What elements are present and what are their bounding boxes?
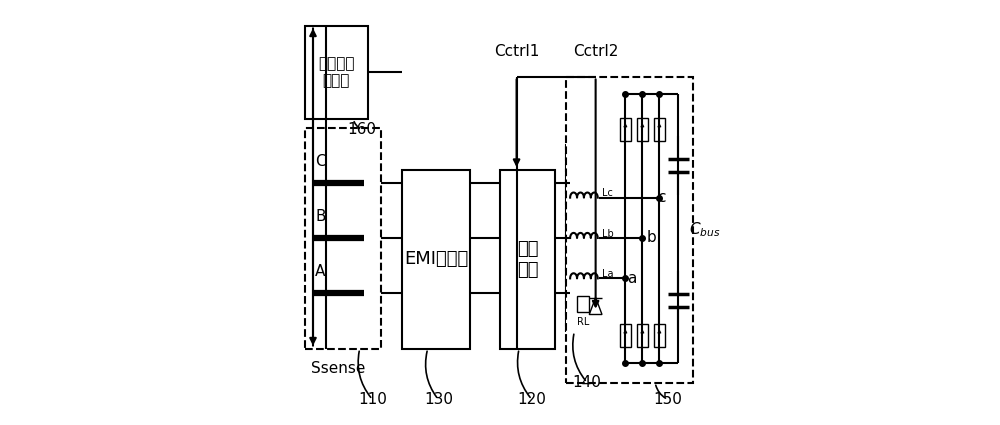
Bar (654, 324, 665, 348)
Text: 120: 120 (517, 392, 546, 407)
Text: 110: 110 (358, 392, 387, 407)
Bar (654, 118, 665, 141)
Text: Cctrl2: Cctrl2 (573, 45, 618, 60)
Text: EMI滤波器: EMI滤波器 (404, 250, 468, 268)
Bar (576, 296, 589, 312)
Text: 140: 140 (573, 375, 602, 390)
Bar (637, 118, 648, 141)
Text: C: C (315, 154, 326, 169)
Text: 交流电检
测电路: 交流电检 测电路 (318, 56, 355, 88)
Text: 160: 160 (347, 122, 376, 137)
Text: 开关
单元: 开关 单元 (517, 240, 538, 279)
Bar (620, 324, 631, 348)
Text: RL: RL (577, 317, 589, 327)
Text: a: a (628, 271, 637, 286)
FancyBboxPatch shape (566, 76, 693, 382)
Text: Ssense: Ssense (311, 361, 365, 376)
Text: 130: 130 (424, 392, 453, 407)
FancyBboxPatch shape (500, 170, 555, 348)
Text: Lb: Lb (602, 229, 614, 239)
FancyBboxPatch shape (402, 170, 470, 348)
FancyBboxPatch shape (566, 144, 623, 332)
Bar (620, 118, 631, 141)
Text: A: A (315, 264, 326, 280)
Text: La: La (602, 269, 613, 279)
Text: $C_{bus}$: $C_{bus}$ (689, 220, 721, 239)
Text: b: b (647, 230, 656, 246)
Text: 150: 150 (653, 392, 682, 407)
Text: Cctrl1: Cctrl1 (494, 45, 539, 60)
Text: Lc: Lc (602, 188, 613, 198)
Text: B: B (315, 209, 326, 224)
FancyBboxPatch shape (304, 128, 381, 348)
Bar (637, 324, 648, 348)
FancyBboxPatch shape (304, 26, 368, 119)
Text: c: c (657, 190, 666, 205)
